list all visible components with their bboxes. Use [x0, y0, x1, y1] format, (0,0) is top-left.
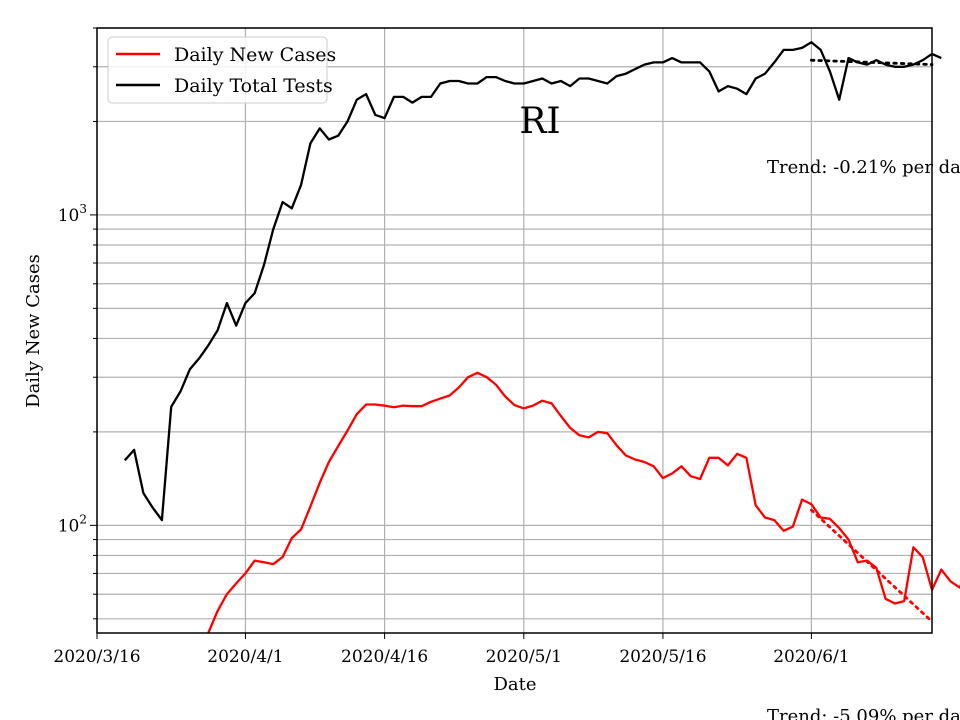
y-tick-label-base: 10: [58, 206, 80, 226]
trend-line: [809, 508, 934, 623]
x-axis-title: Date: [493, 674, 536, 695]
x-tick-label: 2020/4/1: [207, 647, 283, 667]
legend-box: [107, 36, 328, 104]
y-tick-label: 102: [58, 512, 87, 536]
series-lines: [123, 41, 960, 634]
x-tick-label: 2020/6/1: [773, 647, 849, 667]
y-tick-label-exponent: 3: [79, 202, 87, 216]
axis-ticks: 2020/3/16 2020/4/1 2020/4/16 2020/5/1 2020/5…: [53, 27, 850, 667]
trend-lines: [809, 58, 934, 623]
plot-frame: [96, 27, 933, 634]
grid-lines: [96, 27, 932, 633]
trend-annotation-tests: Trend: -0.21% per day: [767, 157, 960, 178]
y-tick-label-base: 10: [58, 516, 80, 536]
trend-annotation-cases: Trend: -5.09% per day: [767, 706, 960, 720]
series-line-daily-total-tests: [123, 41, 942, 522]
x-tick-label: 2020/4/16: [341, 647, 428, 667]
x-tick-label: 2020/3/16: [53, 647, 140, 667]
y-axis-title: Daily New Cases: [23, 254, 44, 408]
y-tick-label-exponent: 2: [79, 512, 87, 526]
x-tick-label: 2020/5/16: [619, 647, 706, 667]
chart-title: RI: [519, 101, 560, 142]
y-tick-label: 103: [58, 202, 87, 226]
legend: Daily New Cases Daily Total Tests: [107, 36, 336, 104]
legend-label-cases: Daily New Cases: [174, 44, 336, 66]
legend-label-tests: Daily Total Tests: [174, 75, 333, 97]
x-tick-label: 2020/5/1: [486, 647, 562, 667]
series-line-daily-new-cases: [207, 371, 960, 634]
